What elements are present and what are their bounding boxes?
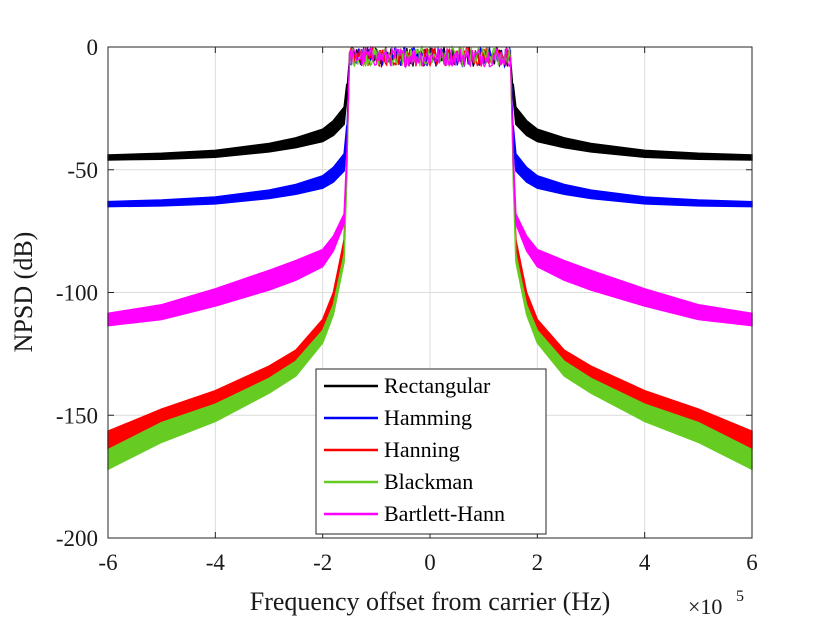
legend-label: Bartlett-Hann bbox=[384, 501, 505, 526]
legend-label: Rectangular bbox=[384, 373, 491, 398]
series-band-bartlett-hann bbox=[107, 153, 348, 327]
x-exponent-label: ×10 bbox=[688, 594, 722, 619]
x-tick-label: -2 bbox=[313, 550, 332, 575]
legend-label: Hamming bbox=[384, 405, 472, 430]
legend: Rectangular Hamming Hanning Blackman Bartlet… bbox=[315, 368, 547, 535]
y-tick-label: -150 bbox=[56, 403, 98, 428]
y-tick-label: -50 bbox=[67, 158, 98, 183]
legend-label: Hanning bbox=[384, 437, 460, 462]
y-tick-label: 0 bbox=[87, 35, 99, 60]
legend-entries: Rectangular Hamming Hanning Blackman Bartlet… bbox=[324, 373, 505, 526]
y-axis-label: NPSD (dB) bbox=[9, 232, 38, 353]
x-tick-label: 0 bbox=[424, 550, 436, 575]
x-tick-label: 2 bbox=[532, 550, 544, 575]
x-tick-label: -4 bbox=[206, 550, 226, 575]
y-tick-label: -200 bbox=[56, 526, 98, 551]
x-tick-label: 6 bbox=[746, 550, 758, 575]
series-band-rectangular bbox=[107, 83, 348, 161]
x-exponent-power: 5 bbox=[736, 588, 744, 605]
x-axis-label: Frequency offset from carrier (Hz) bbox=[250, 587, 610, 616]
legend-box bbox=[315, 368, 547, 535]
y-tick-label: -100 bbox=[56, 281, 98, 306]
x-tick-label: -6 bbox=[98, 550, 117, 575]
x-tick-label: 4 bbox=[639, 550, 651, 575]
series-passband-bartlett-hann bbox=[346, 45, 514, 158]
legend-label: Blackman bbox=[384, 469, 473, 494]
tick-marks: -6 -4 -2 0 2 4 6 0 -50 -100 -150 -200 bbox=[56, 35, 758, 575]
